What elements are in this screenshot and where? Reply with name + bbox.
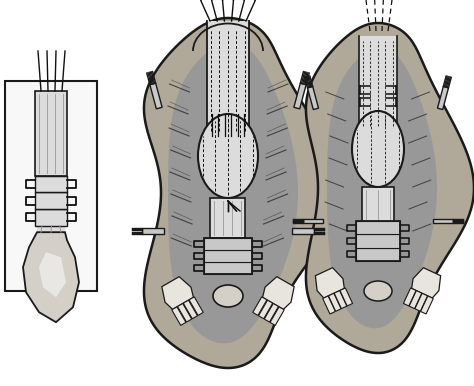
Polygon shape <box>189 297 203 315</box>
Ellipse shape <box>213 285 243 307</box>
Polygon shape <box>328 293 341 312</box>
Ellipse shape <box>364 281 392 301</box>
Bar <box>362 187 394 223</box>
Bar <box>356 221 400 261</box>
Polygon shape <box>306 23 474 353</box>
Bar <box>356 221 400 234</box>
Bar <box>35 192 67 209</box>
Polygon shape <box>308 86 319 110</box>
Bar <box>204 262 252 274</box>
Polygon shape <box>150 83 162 109</box>
Polygon shape <box>183 300 198 319</box>
Polygon shape <box>420 296 433 314</box>
Polygon shape <box>172 307 186 325</box>
Polygon shape <box>411 267 441 298</box>
Bar <box>204 238 252 250</box>
Bar <box>204 250 252 262</box>
Polygon shape <box>39 252 66 297</box>
Polygon shape <box>258 300 273 319</box>
Polygon shape <box>264 303 279 322</box>
Polygon shape <box>168 43 298 343</box>
Polygon shape <box>415 293 428 312</box>
Polygon shape <box>270 307 284 325</box>
Bar <box>37 225 65 232</box>
Polygon shape <box>178 303 191 322</box>
Polygon shape <box>433 218 453 223</box>
Polygon shape <box>142 229 164 234</box>
Bar <box>356 248 400 261</box>
Bar <box>35 91 67 176</box>
Polygon shape <box>323 296 336 314</box>
Bar <box>35 209 67 225</box>
Polygon shape <box>438 86 448 110</box>
Bar <box>207 21 249 136</box>
Polygon shape <box>315 267 345 298</box>
Ellipse shape <box>198 114 258 198</box>
Bar <box>359 36 397 131</box>
Polygon shape <box>327 48 437 328</box>
Polygon shape <box>409 291 422 309</box>
Bar <box>356 234 400 248</box>
Bar <box>5 81 97 291</box>
Polygon shape <box>334 291 347 309</box>
Ellipse shape <box>352 111 404 187</box>
Bar <box>35 176 67 192</box>
Polygon shape <box>263 277 294 309</box>
Bar <box>210 198 246 238</box>
Polygon shape <box>23 232 79 322</box>
Polygon shape <box>340 288 353 306</box>
Polygon shape <box>292 229 314 234</box>
Polygon shape <box>403 288 416 306</box>
Bar <box>204 238 252 274</box>
Polygon shape <box>303 218 323 223</box>
Polygon shape <box>144 18 341 368</box>
Polygon shape <box>253 297 267 315</box>
Polygon shape <box>294 83 306 109</box>
Polygon shape <box>162 277 193 309</box>
